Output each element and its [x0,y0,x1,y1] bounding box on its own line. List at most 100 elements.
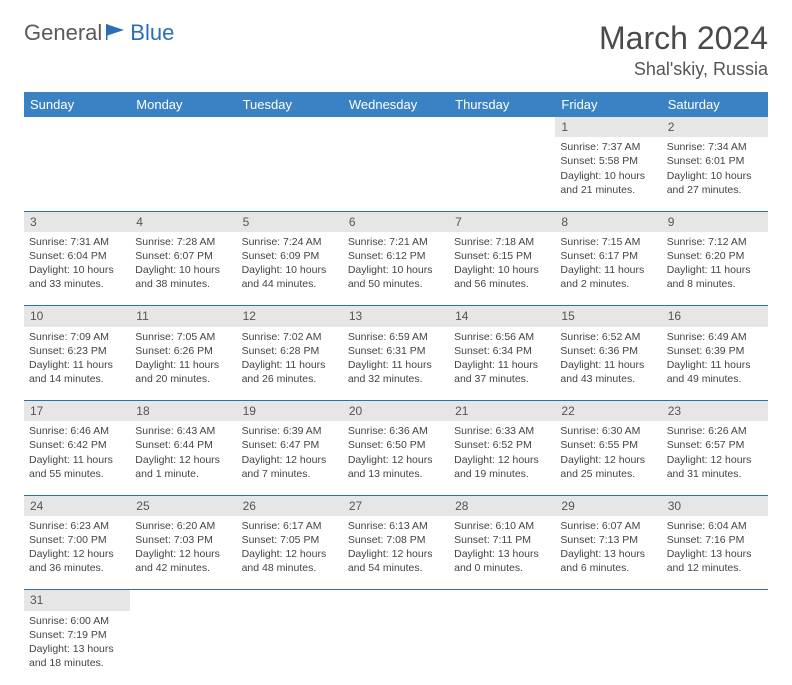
sunrise-text: Sunrise: 6:52 AM [560,330,656,344]
logo-text-general: General [24,20,102,46]
daylight-text: Daylight: 11 hours and 14 minutes. [29,358,125,386]
daylight-text: Daylight: 11 hours and 20 minutes. [135,358,231,386]
sunrise-text: Sunrise: 7:34 AM [667,140,763,154]
day-number [343,590,449,611]
daylight-text: Daylight: 12 hours and 25 minutes. [560,453,656,481]
day-cell: Sunrise: 6:30 AMSunset: 6:55 PMDaylight:… [555,421,661,495]
day-cell [130,137,236,211]
day-number: 12 [237,306,343,327]
day-number: 29 [555,495,661,516]
sunset-text: Sunset: 6:34 PM [454,344,550,358]
day-number: 9 [662,211,768,232]
sunrise-text: Sunrise: 6:59 AM [348,330,444,344]
day-number: 27 [343,495,449,516]
day-cell: Sunrise: 7:34 AMSunset: 6:01 PMDaylight:… [662,137,768,211]
sunset-text: Sunset: 7:05 PM [242,533,338,547]
day-number: 4 [130,211,236,232]
sunset-text: Sunset: 6:20 PM [667,249,763,263]
day-cell: Sunrise: 6:10 AMSunset: 7:11 PMDaylight:… [449,516,555,590]
day-number: 20 [343,401,449,422]
sunrise-text: Sunrise: 7:15 AM [560,235,656,249]
calendar-table: Sunday Monday Tuesday Wednesday Thursday… [24,92,768,685]
day-number: 19 [237,401,343,422]
day-number: 1 [555,117,661,137]
sunset-text: Sunset: 6:55 PM [560,438,656,452]
day-cell: Sunrise: 6:43 AMSunset: 6:44 PMDaylight:… [130,421,236,495]
sunset-text: Sunset: 6:26 PM [135,344,231,358]
day-cell: Sunrise: 6:26 AMSunset: 6:57 PMDaylight:… [662,421,768,495]
day-number [662,590,768,611]
day-number: 6 [343,211,449,232]
sunset-text: Sunset: 7:03 PM [135,533,231,547]
day-number [237,590,343,611]
sunrise-text: Sunrise: 7:09 AM [29,330,125,344]
sunrise-text: Sunrise: 7:24 AM [242,235,338,249]
day-cell: Sunrise: 6:04 AMSunset: 7:16 PMDaylight:… [662,516,768,590]
day-cell [130,611,236,685]
day-cell [237,611,343,685]
day-cell: Sunrise: 6:59 AMSunset: 6:31 PMDaylight:… [343,327,449,401]
sunset-text: Sunset: 6:04 PM [29,249,125,263]
daylight-text: Daylight: 13 hours and 0 minutes. [454,547,550,575]
daylight-text: Daylight: 11 hours and 37 minutes. [454,358,550,386]
day-cell: Sunrise: 6:46 AMSunset: 6:42 PMDaylight:… [24,421,130,495]
sunrise-text: Sunrise: 7:12 AM [667,235,763,249]
sunset-text: Sunset: 6:15 PM [454,249,550,263]
weekday-header: Sunday [24,92,130,117]
sunset-text: Sunset: 6:39 PM [667,344,763,358]
daylight-text: Daylight: 12 hours and 54 minutes. [348,547,444,575]
daylight-text: Daylight: 10 hours and 56 minutes. [454,263,550,291]
daylight-text: Daylight: 12 hours and 13 minutes. [348,453,444,481]
sunset-text: Sunset: 5:58 PM [560,154,656,168]
day-cell [343,137,449,211]
daylight-text: Daylight: 12 hours and 31 minutes. [667,453,763,481]
day-data-row: Sunrise: 7:09 AMSunset: 6:23 PMDaylight:… [24,327,768,401]
daylight-text: Daylight: 11 hours and 8 minutes. [667,263,763,291]
day-cell: Sunrise: 7:24 AMSunset: 6:09 PMDaylight:… [237,232,343,306]
daylight-text: Daylight: 10 hours and 50 minutes. [348,263,444,291]
logo-text-blue: Blue [130,20,174,46]
sunset-text: Sunset: 7:11 PM [454,533,550,547]
day-cell: Sunrise: 7:37 AMSunset: 5:58 PMDaylight:… [555,137,661,211]
day-number: 22 [555,401,661,422]
sunset-text: Sunset: 6:47 PM [242,438,338,452]
daylight-text: Daylight: 12 hours and 7 minutes. [242,453,338,481]
logo: General Blue [24,20,174,46]
sunset-text: Sunset: 7:08 PM [348,533,444,547]
day-cell: Sunrise: 7:12 AMSunset: 6:20 PMDaylight:… [662,232,768,306]
sunrise-text: Sunrise: 7:18 AM [454,235,550,249]
sunrise-text: Sunrise: 6:10 AM [454,519,550,533]
day-cell: Sunrise: 7:09 AMSunset: 6:23 PMDaylight:… [24,327,130,401]
sunset-text: Sunset: 6:42 PM [29,438,125,452]
sunset-text: Sunset: 6:09 PM [242,249,338,263]
day-number: 31 [24,590,130,611]
sunrise-text: Sunrise: 6:30 AM [560,424,656,438]
day-number: 8 [555,211,661,232]
sunset-text: Sunset: 6:12 PM [348,249,444,263]
daylight-text: Daylight: 12 hours and 48 minutes. [242,547,338,575]
sunset-text: Sunset: 7:19 PM [29,628,125,642]
day-number-row: 3456789 [24,211,768,232]
sunrise-text: Sunrise: 6:26 AM [667,424,763,438]
day-data-row: Sunrise: 7:31 AMSunset: 6:04 PMDaylight:… [24,232,768,306]
daylight-text: Daylight: 10 hours and 27 minutes. [667,169,763,197]
day-number: 14 [449,306,555,327]
title-block: March 2024 Shal'skiy, Russia [599,20,768,80]
sunrise-text: Sunrise: 6:07 AM [560,519,656,533]
daylight-text: Daylight: 13 hours and 12 minutes. [667,547,763,575]
day-data-row: Sunrise: 6:23 AMSunset: 7:00 PMDaylight:… [24,516,768,590]
weekday-header: Friday [555,92,661,117]
sunset-text: Sunset: 6:52 PM [454,438,550,452]
day-number: 17 [24,401,130,422]
daylight-text: Daylight: 12 hours and 42 minutes. [135,547,231,575]
day-number: 2 [662,117,768,137]
location: Shal'skiy, Russia [599,59,768,80]
day-cell [237,137,343,211]
weekday-header: Thursday [449,92,555,117]
daylight-text: Daylight: 13 hours and 6 minutes. [560,547,656,575]
daylight-text: Daylight: 11 hours and 43 minutes. [560,358,656,386]
day-cell [555,611,661,685]
month-title: March 2024 [599,20,768,57]
daylight-text: Daylight: 10 hours and 33 minutes. [29,263,125,291]
day-cell: Sunrise: 6:20 AMSunset: 7:03 PMDaylight:… [130,516,236,590]
